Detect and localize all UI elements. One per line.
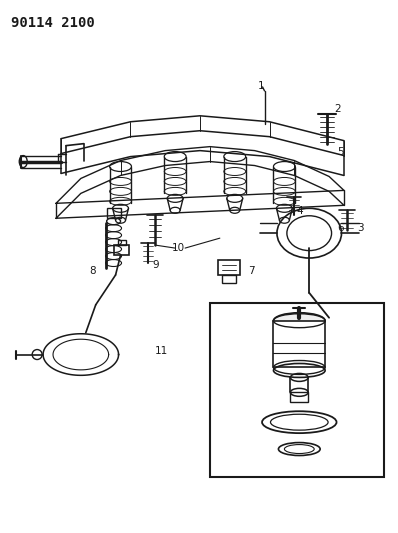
Text: 90114 2100: 90114 2100: [11, 17, 95, 30]
Bar: [222, 275, 236, 283]
Text: 4: 4: [297, 206, 303, 216]
Bar: [218, 260, 240, 275]
Text: 1: 1: [258, 81, 264, 91]
Text: 11: 11: [155, 345, 169, 356]
Text: 5: 5: [337, 147, 343, 157]
Text: 10: 10: [172, 243, 185, 253]
Bar: [113, 245, 129, 255]
Bar: [117, 240, 125, 245]
Bar: [107, 208, 121, 218]
Text: 9: 9: [152, 260, 159, 270]
Text: 6: 6: [337, 223, 343, 233]
Text: 7: 7: [248, 266, 254, 276]
Bar: [210, 303, 384, 477]
Text: 3: 3: [357, 223, 363, 233]
Text: 2: 2: [334, 104, 341, 114]
Text: 8: 8: [89, 266, 96, 276]
Bar: [273, 321, 325, 367]
Ellipse shape: [273, 313, 325, 329]
Bar: [291, 392, 308, 402]
